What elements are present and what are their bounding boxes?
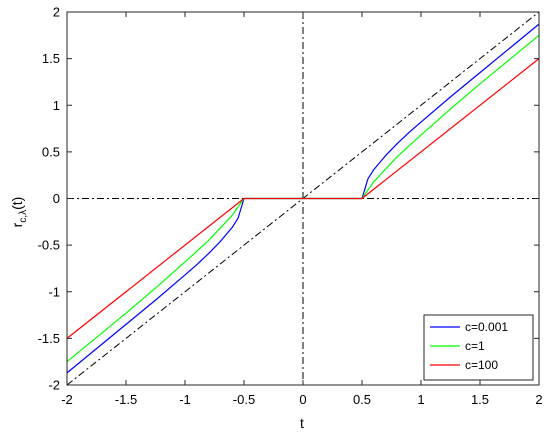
y-tick-label: -1.5 [38,331,60,346]
y-tick-label: -0.5 [38,238,60,253]
y-axis-label-subscript: c,λ [18,210,29,223]
y-tick-label: -1 [48,284,60,299]
x-tick-label: 1.5 [471,392,489,407]
x-axis-label: t [300,415,304,431]
y-tick-label: 1 [53,98,60,113]
x-tick-label: 0.5 [353,392,371,407]
y-tick-label: 1.5 [42,51,60,66]
plot-area [66,11,540,386]
x-tick-label: -1.5 [115,392,137,407]
y-tick-label: 0 [53,191,60,206]
y-axis-label-suffix: (t) [9,197,25,210]
x-tick-label: -2 [61,392,73,407]
y-tick-label: 0.5 [42,144,60,159]
legend-label-3: c=100 [465,358,498,372]
x-axis-ticks: -2 -1.5 -1 -0.5 0 0.5 1 1.5 2 [61,12,543,407]
legend-label-2: c=1 [465,339,485,353]
x-tick-label: 1 [417,392,424,407]
series-line-3 [66,58,540,339]
y-tick-label: 2 [53,5,60,20]
y-axis-ticks: -2 -1.5 -1 -0.5 0 0.5 1 1.5 2 [38,5,539,393]
y-axis-label: rc,λ(t) [9,197,29,228]
legend-box [423,314,534,381]
legend-label-1: c=0.001 [465,320,508,334]
legend: c=0.001 c=1 c=100 [423,314,534,381]
x-tick-label: -1 [179,392,191,407]
y-axis-label-main: r [9,222,25,227]
x-tick-label: 2 [535,392,542,407]
x-tick-label: 0 [299,392,306,407]
y-tick-label: -2 [48,378,60,393]
x-tick-label: -0.5 [233,392,255,407]
